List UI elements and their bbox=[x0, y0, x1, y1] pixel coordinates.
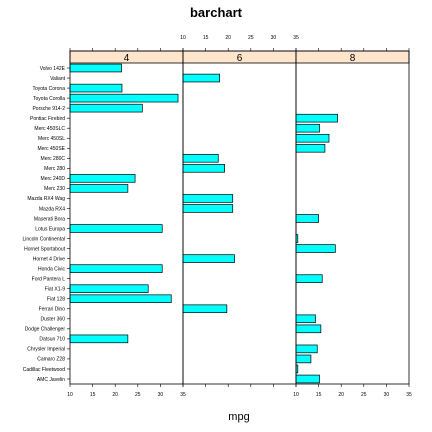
y-tick-label: Porsche 914-2 bbox=[32, 106, 65, 112]
y-tick-label: Merc 240D bbox=[41, 176, 66, 182]
x-tick-label: 10 bbox=[293, 392, 299, 398]
bar-merc-450sl-cyl8 bbox=[295, 133, 330, 143]
bar-mazda-rx4-wag-cyl6 bbox=[182, 194, 234, 203]
bar-fiat-x1-9-cyl4 bbox=[69, 284, 149, 293]
y-tick-label: Lincoln Continental bbox=[22, 236, 65, 242]
bar-toyota-corona-cyl4 bbox=[69, 83, 123, 93]
x-tick-label: 10 bbox=[180, 35, 186, 41]
bar-maserati-bora-cyl8 bbox=[295, 214, 319, 223]
y-tick-label: Ferrari Dino bbox=[39, 307, 66, 313]
y-tick-label: Merc 280C bbox=[41, 156, 66, 162]
x-tick-label: 15 bbox=[316, 392, 322, 398]
x-tick-label: 30 bbox=[384, 392, 390, 398]
panels-layer: 4 10 15 20 25 30 35 6 10 15 20 25 30 35 8 10 15 20 25 30 35 bbox=[67, 35, 412, 398]
x-tick-label: 30 bbox=[158, 392, 164, 398]
y-tick-label: Datsun 710 bbox=[39, 337, 65, 343]
x-tick-label: 35 bbox=[406, 392, 412, 398]
panel-strip-label: 4 bbox=[124, 53, 130, 64]
bar-volvo-142e-cyl4 bbox=[69, 63, 122, 73]
x-tick-label: 15 bbox=[90, 392, 96, 398]
bar-dodge-challenger-cyl8 bbox=[295, 324, 322, 334]
y-tick-label: Valiant bbox=[50, 76, 66, 82]
panel-border bbox=[295, 50, 410, 385]
y-tick-label: Hornet 4 Drive bbox=[33, 256, 65, 262]
x-tick-label: 25 bbox=[361, 392, 367, 398]
category-labels: AMC Javelin Cadillac Fleetwood Camaro Z28 C… bbox=[22, 66, 70, 383]
x-tick-label: 20 bbox=[225, 35, 231, 41]
x-tick-label: 30 bbox=[271, 35, 277, 41]
panel-cyl-4: 4 10 15 20 25 30 35 bbox=[67, 48, 186, 398]
bar-datsun-710-cyl4 bbox=[69, 334, 129, 344]
y-tick-label: Honda Civic bbox=[38, 266, 65, 272]
bar-merc-230-cyl4 bbox=[69, 184, 129, 193]
bar-chrysler-imperial-cyl8 bbox=[295, 344, 318, 354]
y-tick-label: Merc 450SE bbox=[37, 146, 65, 152]
x-tick-label: 15 bbox=[203, 35, 209, 41]
bar-merc-240d-cyl4 bbox=[69, 174, 136, 183]
bar-lotus-europa-cyl4 bbox=[69, 224, 163, 233]
bar-toyota-corolla-cyl4 bbox=[69, 93, 179, 103]
y-tick-label: Camaro Z28 bbox=[37, 357, 65, 363]
y-tick-label: Hornet Sportabout bbox=[24, 246, 65, 252]
bar-merc-280c-cyl6 bbox=[182, 154, 219, 163]
y-tick-label: Merc 450SLC bbox=[34, 126, 65, 132]
y-tick-label: Mazda RX4 Wag bbox=[27, 196, 65, 202]
x-tick-label: 35 bbox=[180, 392, 186, 398]
bar-ford-pantera-l-cyl8 bbox=[295, 274, 323, 283]
bar-ferrari-dino-cyl6 bbox=[182, 304, 228, 314]
panel-cyl-6: 6 10 15 20 25 30 35 bbox=[180, 35, 299, 387]
bar-valiant-cyl6 bbox=[182, 73, 220, 83]
chart-title: barchart bbox=[190, 5, 243, 20]
bar-amc-javelin-cyl8 bbox=[295, 374, 320, 384]
y-tick-label: Mazda RX4 bbox=[39, 206, 65, 212]
bar-honda-civic-cyl4 bbox=[69, 264, 163, 273]
y-tick-label: Dodge Challenger bbox=[25, 327, 66, 333]
x-tick-label: 25 bbox=[248, 35, 254, 41]
y-tick-label: Chrysler Imperial bbox=[27, 347, 65, 353]
bar-hornet-4-drive-cyl6 bbox=[182, 254, 235, 263]
y-tick-label: Ford Pantera L bbox=[32, 276, 66, 282]
bar-camaro-z28-cyl8 bbox=[295, 354, 312, 364]
x-tick-label: 20 bbox=[338, 392, 344, 398]
bar-pontiac-firebird-cyl8 bbox=[295, 113, 338, 123]
y-tick-label: Volvo 142E bbox=[40, 66, 66, 72]
y-tick-label: Pontiac Firebird bbox=[30, 116, 65, 122]
bar-duster-360-cyl8 bbox=[295, 314, 316, 324]
bar-merc-450se-cyl8 bbox=[295, 144, 326, 153]
y-tick-label: Fiat 128 bbox=[47, 297, 65, 303]
y-tick-label: Maserati Bora bbox=[34, 216, 65, 222]
y-tick-label: Duster 360 bbox=[41, 317, 66, 323]
y-tick-label: Toyota Corolla bbox=[33, 96, 65, 102]
y-tick-label: Lotus Europa bbox=[35, 226, 65, 232]
bar-merc-280-cyl6 bbox=[182, 164, 225, 173]
y-tick-label: Merc 230 bbox=[44, 186, 65, 192]
x-tick-label: 10 bbox=[67, 392, 73, 398]
panel-strip-label: 8 bbox=[350, 53, 356, 64]
x-tick-label: 25 bbox=[135, 392, 141, 398]
y-tick-label: Merc 280 bbox=[44, 166, 65, 172]
x-tick-label: 35 bbox=[293, 35, 299, 41]
x-axis-label: mpg bbox=[228, 411, 249, 423]
bar-hornet-sportabout-cyl8 bbox=[295, 244, 336, 253]
bar-merc-450slc-cyl8 bbox=[295, 123, 320, 133]
y-tick-label: Cadillac Fleetwood bbox=[23, 367, 65, 373]
y-tick-label: Fiat X1-9 bbox=[45, 287, 66, 293]
bar-mazda-rx4-cyl6 bbox=[182, 204, 234, 213]
y-tick-label: Merc 450SL bbox=[38, 136, 65, 142]
bar-fiat-128-cyl4 bbox=[69, 294, 172, 303]
y-tick-label: Toyota Corona bbox=[32, 86, 65, 92]
panel-cyl-8: 8 10 15 20 25 30 35 bbox=[293, 48, 412, 398]
y-tick-label: AMC Javelin bbox=[37, 377, 65, 383]
x-tick-label: 20 bbox=[112, 392, 118, 398]
panel-strip-label: 6 bbox=[237, 53, 243, 64]
bar-porsche-914-2-cyl4 bbox=[69, 103, 143, 113]
panel-border bbox=[182, 50, 297, 385]
